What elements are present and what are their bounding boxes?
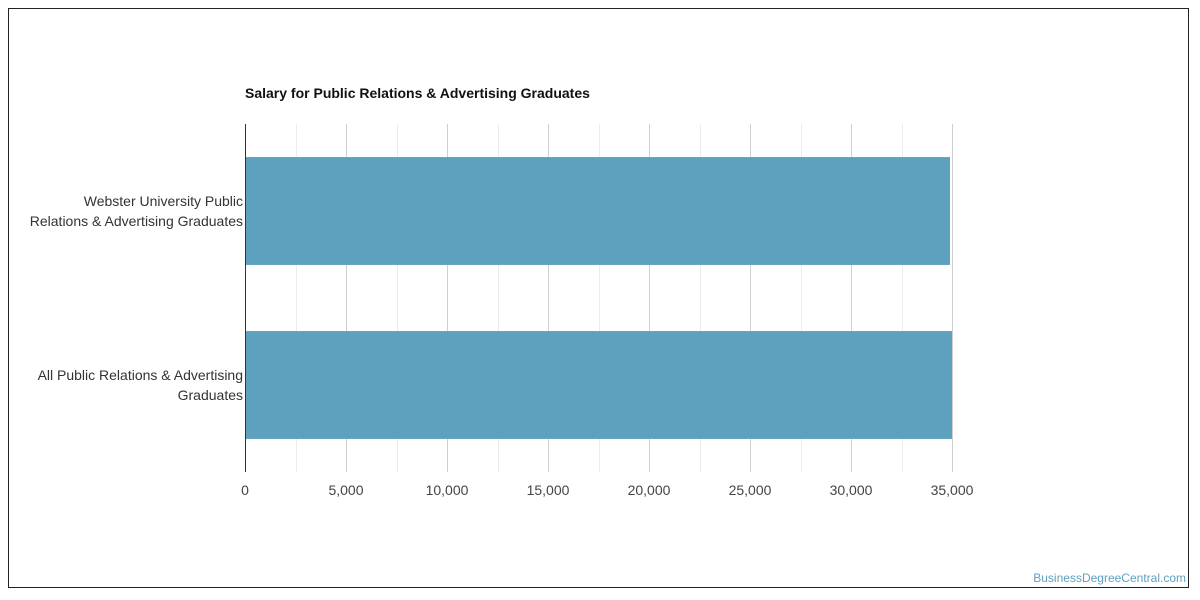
bar [246, 157, 950, 265]
category-label: All Public Relations & Advertising Gradua… [38, 367, 243, 403]
watermark-text: BusinessDegreeCentral.com [1033, 571, 1186, 585]
category-label: Webster University Public Relations & Adv… [30, 193, 243, 229]
x-tick-label: 15,000 [527, 482, 570, 498]
x-tick-label: 20,000 [628, 482, 671, 498]
x-tick-label: 25,000 [729, 482, 772, 498]
bars [246, 157, 952, 439]
x-tick-label: 30,000 [830, 482, 873, 498]
x-tick-label: 10,000 [426, 482, 469, 498]
chart-title: Salary for Public Relations & Advertisin… [245, 85, 590, 101]
x-tick-label: 35,000 [931, 482, 974, 498]
bar [246, 331, 952, 439]
x-tick-labels: 0 5,000 10,000 15,000 20,000 25,000 30,000 35,0… [241, 482, 974, 498]
category-labels: Webster University Public Relations & Adv… [30, 193, 243, 403]
chart-frame [8, 8, 1189, 588]
x-tick-label: 5,000 [328, 482, 363, 498]
x-tick-label: 0 [241, 482, 249, 498]
